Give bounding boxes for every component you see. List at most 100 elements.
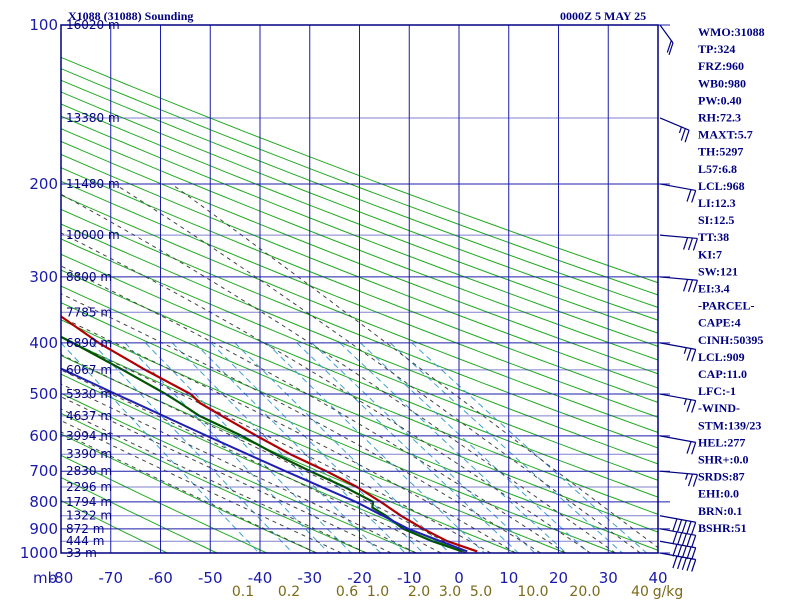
wind-barb-staff — [659, 276, 698, 281]
height-label: 1794 m — [66, 495, 112, 509]
wind-barb — [659, 234, 698, 251]
index-entry: LFC:-1 — [698, 384, 736, 398]
index-entry: FRZ:960 — [698, 59, 744, 73]
wind-barb-staff — [659, 528, 696, 536]
wind-barb-staff — [659, 117, 690, 131]
mixing-ratio-label: 10.0 — [517, 584, 548, 600]
wind-barb-flag — [691, 349, 697, 362]
wind-barb-flag — [672, 531, 678, 545]
wind-barb-flag — [686, 521, 692, 534]
index-entry: STM:139/23 — [698, 418, 761, 432]
wind-barb — [659, 117, 690, 143]
index-entry: LI:12.3 — [698, 196, 736, 210]
index-entry: TP:324 — [698, 42, 735, 56]
time-label: 0000Z 5 MAY 25 — [560, 9, 646, 23]
height-label: 33 m — [66, 546, 97, 560]
wind-barb-flag — [681, 533, 687, 546]
wind-barb-staff — [659, 342, 696, 350]
pressure-tick-label: 300 — [29, 268, 58, 286]
mixing-ratio-label: 0.6 — [336, 584, 358, 600]
mixing-ratio-label: g/kg — [653, 584, 684, 600]
wind-barb-flag — [684, 129, 690, 143]
height-label: 2830 m — [66, 464, 112, 478]
wind-barb — [659, 276, 698, 293]
temperature-tick-label: -10 — [397, 569, 422, 587]
wind-barb-flag — [686, 189, 692, 202]
height-label: 1322 m — [66, 509, 112, 523]
mixing-ratio-label: 5.0 — [470, 584, 492, 600]
height-label: 3390 m — [66, 447, 112, 461]
temperature-tick-label: 40 — [648, 569, 667, 587]
wind-barb-flag — [677, 544, 683, 558]
wind-barb-flag — [666, 40, 672, 53]
index-entry: LCL:968 — [698, 179, 745, 193]
wind-barb-flag — [681, 545, 687, 559]
mixing-ratio-label: 0.1 — [232, 584, 254, 600]
wind-barb-staff — [659, 183, 696, 192]
wind-barb-half-flag — [683, 398, 687, 406]
moist-adiabat — [61, 369, 442, 553]
wind-barb-flag — [686, 546, 692, 560]
wind-barb — [659, 342, 697, 362]
wind-barb-flag — [686, 441, 692, 454]
index-entry: SW:121 — [698, 264, 738, 278]
height-label: 2296 m — [66, 480, 112, 494]
wind-barb — [659, 528, 697, 548]
height-label: 5330 m — [66, 387, 112, 401]
index-entry: SI:12.5 — [698, 213, 734, 227]
pressure-tick-label: 900 — [29, 520, 58, 538]
wind-barb — [659, 183, 697, 203]
mixing-ratio-label: 20.0 — [569, 584, 600, 600]
wind-barb-flag — [677, 532, 683, 545]
temperature-tick-label: -60 — [148, 569, 173, 587]
wind-barb-staff — [659, 470, 698, 476]
wind-barb-flag — [680, 128, 686, 141]
temperature-tick-label: -40 — [248, 569, 273, 587]
temperature-tick-label: -20 — [347, 569, 372, 587]
indices-panel: WMO:31088 TP:324 FRZ:960 WB0:980 PW:0.40 RH:7… — [698, 25, 765, 535]
wind-barb-flag — [692, 238, 698, 251]
index-entry: LCL:909 — [698, 350, 745, 364]
index-entry: HEL:277 — [698, 435, 745, 449]
wind-barb-half-flag — [678, 126, 683, 134]
wind-barb-staff — [659, 234, 698, 240]
height-label: 10000 m — [66, 228, 120, 242]
moist-adiabat — [61, 293, 541, 553]
index-entry: CAP:11.0 — [698, 367, 747, 381]
mixing-ratio-label: 0.2 — [278, 584, 300, 600]
index-entry: SRDS:87 — [698, 470, 745, 484]
index-entry: -WIND- — [698, 401, 740, 415]
wind-barb-flag — [677, 519, 683, 532]
wind-barb-half-flag — [683, 347, 687, 354]
height-label: 6067 m — [66, 363, 112, 377]
height-label: 6890 m — [66, 336, 112, 350]
index-entry: SHR+:0.0 — [698, 453, 749, 467]
index-entry: RH:72.3 — [698, 111, 741, 125]
mixing-ratio-label: 2.0 — [408, 584, 430, 600]
wind-barb-staff — [659, 393, 696, 402]
index-entry: TH:5297 — [698, 145, 743, 159]
wind-barb-flag — [687, 237, 694, 251]
wind-barb-flag — [668, 42, 674, 56]
wind-barb — [659, 24, 674, 56]
height-label: 4637 m — [66, 409, 112, 423]
chart-title: X1088 (31088) Sounding — [68, 9, 193, 23]
wind-barb — [659, 393, 697, 413]
height-label: 8800 m — [66, 270, 112, 284]
moist-adiabat — [61, 336, 492, 553]
mixing-ratio-label: 40 — [631, 584, 649, 600]
frame-layer — [60, 24, 670, 554]
wind-barb-flag — [677, 556, 683, 570]
index-entry: WMO:31088 — [698, 25, 765, 39]
index-entry: EI:3.4 — [698, 282, 730, 296]
wind-barb-staff — [659, 435, 696, 443]
index-entry: TT:38 — [698, 230, 729, 244]
mixing-ratio-label: 3.0 — [439, 584, 461, 600]
wind-barb-half-flag — [685, 473, 689, 480]
wind-barb-flag — [686, 399, 692, 412]
wind-barb-flag — [691, 559, 697, 572]
wind-barb-flag — [672, 518, 678, 532]
